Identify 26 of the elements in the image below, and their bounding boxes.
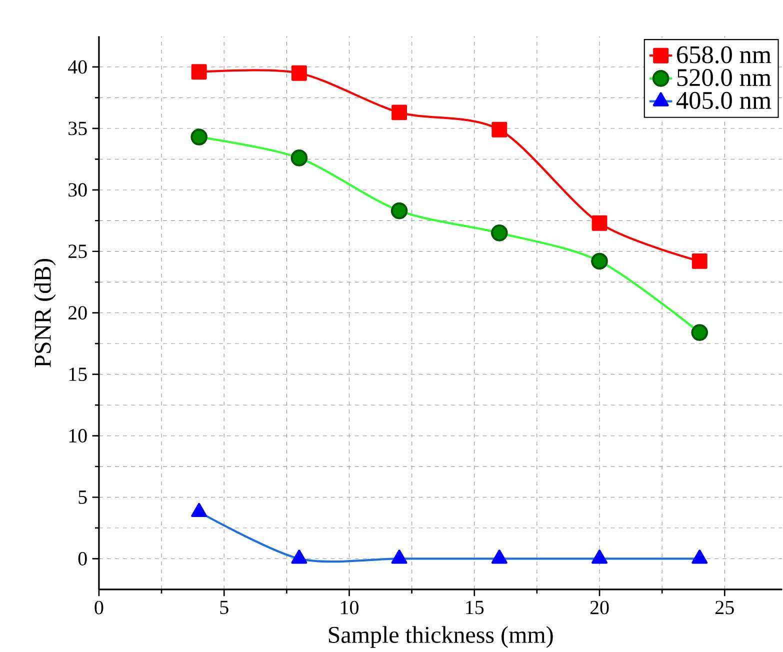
y-tick-label: 15 xyxy=(69,367,87,381)
y-tick-label: 0 xyxy=(78,552,87,566)
y-tick-label: 25 xyxy=(68,244,87,258)
point xyxy=(191,64,207,80)
legend-label: 658.0 nm xyxy=(677,46,772,64)
point xyxy=(392,104,408,120)
x-tick-label: 25 xyxy=(716,600,734,614)
y-tick-label: 30 xyxy=(68,183,87,196)
y-tick-label: 35 xyxy=(68,122,87,135)
x-tick-label: 10 xyxy=(340,600,358,614)
point xyxy=(492,122,508,138)
x-tick-label: 15 xyxy=(466,600,484,614)
x-axis-title: Sample thickness (mm) xyxy=(328,626,553,648)
legend-label: 520.0 nm xyxy=(677,68,772,86)
y-tick-label: 40 xyxy=(68,60,87,74)
point xyxy=(291,65,307,81)
legend-label: 405.0 nm xyxy=(676,92,772,109)
y-tick-label: 20 xyxy=(68,306,87,320)
point xyxy=(692,253,708,269)
y-axis-title: PSNR (dB) xyxy=(34,258,56,367)
point xyxy=(592,215,608,231)
x-tick-label: 0 xyxy=(94,600,104,614)
y-tick-label: 5 xyxy=(78,490,87,504)
y-tick-label: 10 xyxy=(69,428,87,442)
x-tick-label: 20 xyxy=(590,600,609,614)
x-tick-label: 5 xyxy=(220,600,228,614)
